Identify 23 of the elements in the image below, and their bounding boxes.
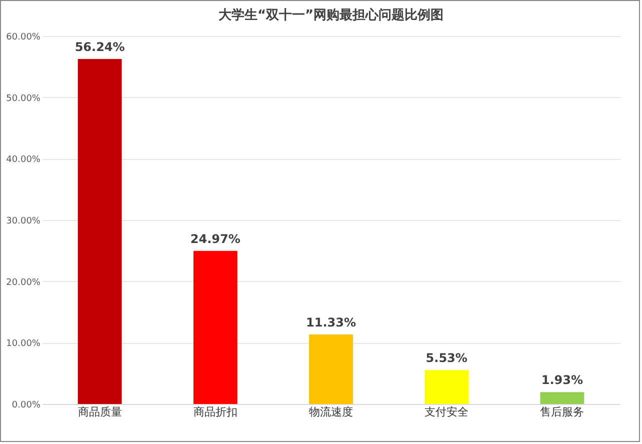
y-tick-label: 0.00% [12, 400, 41, 410]
bar [193, 250, 238, 404]
bar [424, 370, 469, 404]
x-tick-label: 商品折扣 [193, 406, 238, 418]
x-tick-label: 支付安全 [424, 406, 469, 418]
bar [309, 334, 353, 404]
data-label: 5.53% [426, 351, 468, 366]
y-tick-label: 30.00% [6, 216, 41, 226]
data-label: 11.33% [306, 316, 356, 330]
bar [78, 59, 122, 404]
data-label: 1.93% [541, 373, 584, 388]
bar [540, 392, 584, 404]
y-tick-label: 20.00% [6, 278, 41, 288]
y-tick-label: 50.00% [6, 94, 41, 104]
chart-title: 大学生“双十一”网购最担心问题比例图 [218, 7, 444, 23]
y-tick-label: 10.00% [6, 339, 41, 350]
y-tick-label: 40.00% [6, 155, 41, 166]
data-label: 24.97% [190, 232, 240, 246]
data-label: 56.24% [74, 40, 125, 54]
y-tick-label: 60.00% [6, 32, 41, 42]
x-tick-label: 售后服务 [540, 406, 584, 418]
x-tick-label: 商品质量 [78, 406, 122, 418]
x-tick-label: 物流速度 [309, 406, 353, 418]
